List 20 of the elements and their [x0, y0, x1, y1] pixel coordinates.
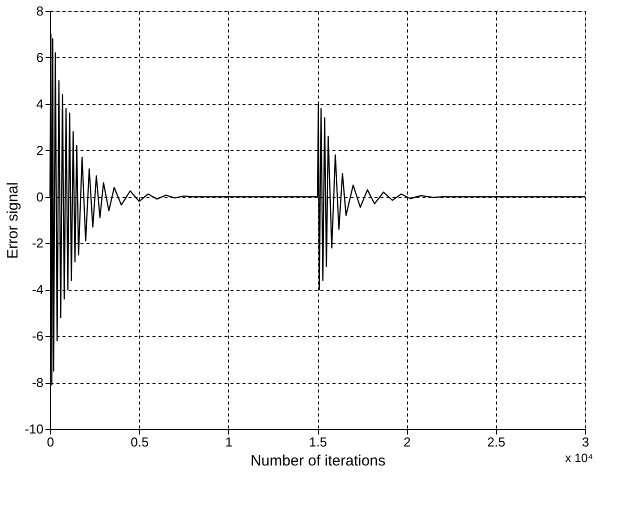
y-tick-label: -6	[32, 328, 44, 344]
x-tick-label: 3	[582, 434, 590, 450]
x-axis-title: Number of iterations	[250, 452, 386, 470]
y-tick-label: -10	[24, 422, 44, 436]
y-axis-title: Error signal	[4, 182, 22, 259]
y-tick-label: 0	[36, 189, 44, 204]
x-tick-label: 0.5	[130, 434, 149, 450]
y-tick-label: 6	[36, 50, 44, 65]
x-tick-label: 1	[225, 434, 232, 450]
y-tick-label: -8	[32, 375, 44, 390]
y-tick-label: 2	[36, 142, 44, 158]
y-tick-label: -4	[32, 282, 44, 298]
x-tick-label: 1.5	[308, 434, 328, 450]
x-tick-label: 2.5	[487, 434, 506, 450]
y-tick-label: -2	[32, 236, 44, 251]
x-tick-label: 0	[46, 434, 54, 450]
y-tick-label: 8	[36, 4, 44, 18]
y-tick-label: 4	[36, 96, 44, 112]
text: x 10⁴	[565, 451, 593, 465]
x-tick-label: 2	[404, 434, 411, 450]
